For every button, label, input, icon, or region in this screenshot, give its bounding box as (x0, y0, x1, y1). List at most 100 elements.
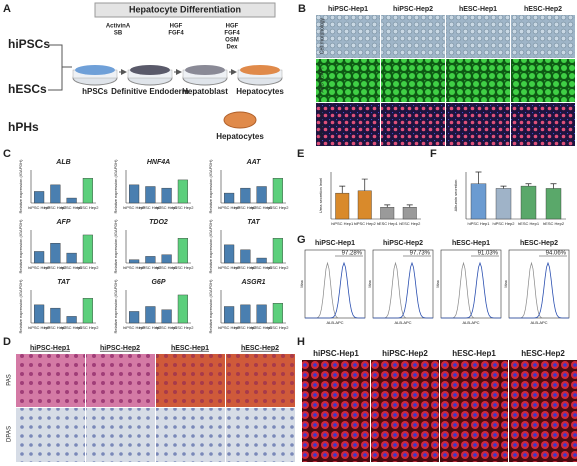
micrograph (511, 59, 575, 102)
label: hiPSC-Hep1 (315, 240, 355, 247)
label: Dex (226, 45, 238, 51)
micrograph (226, 408, 295, 462)
micrograph (381, 59, 445, 102)
label: 97.73% (410, 251, 431, 257)
label: hESC Hep2 (172, 265, 194, 270)
error-bar (475, 171, 482, 184)
label: hESC-Hep2 (241, 345, 279, 352)
micrograph (86, 408, 155, 462)
label: D (3, 336, 11, 348)
label: G6P (151, 279, 165, 286)
bar (240, 187, 251, 204)
label: hiPSC Hep1 (218, 265, 241, 270)
bar (470, 183, 487, 220)
label: hiPSC Hep2 (234, 265, 257, 270)
bar (520, 185, 537, 220)
bar (256, 186, 267, 204)
label: Max (367, 280, 372, 288)
label: hESC Hep1 (251, 205, 273, 210)
label: ALB / DAPI (319, 67, 325, 92)
bar (224, 192, 235, 204)
label: hESC Hep2 (77, 325, 99, 330)
micrograph (226, 354, 295, 407)
micrograph (381, 15, 445, 58)
label: hiPSC Hep1 (467, 221, 490, 226)
label: HGF (226, 24, 239, 30)
bar (66, 197, 77, 204)
label: Hepatocytes (216, 132, 264, 141)
label: hESCs (8, 82, 47, 96)
label: hESC Hep2 (172, 325, 194, 330)
header-box (94, 2, 276, 18)
bar (145, 256, 156, 264)
micrograph (509, 360, 577, 462)
label: E (297, 148, 304, 160)
bar (224, 244, 235, 264)
label: hiPSC-Hep2 (382, 349, 428, 358)
micrograph (16, 408, 85, 462)
label: hESC Hep2 (543, 221, 565, 226)
micrograph (156, 354, 225, 407)
label: OSM (225, 38, 239, 44)
label: hiPSC Hep1 (331, 221, 354, 226)
micrograph (446, 59, 510, 102)
label: ALB-APC (394, 320, 411, 325)
label: hESC-Hep1 (452, 240, 490, 247)
label: hiPSC Hep2 (44, 325, 67, 330)
bar (240, 304, 251, 324)
bar (224, 306, 235, 324)
label: A (3, 3, 11, 15)
label: ALB-APC (462, 320, 479, 325)
micrograph (156, 408, 225, 462)
micrograph (446, 15, 510, 58)
micrograph (440, 360, 508, 462)
micrograph (302, 360, 370, 462)
label: hiPSC Hep1 (123, 265, 146, 270)
label: hESC Hep1 (61, 325, 83, 330)
label: hiPSC Hep1 (123, 325, 146, 330)
label: ALB-APC (530, 320, 547, 325)
bar (66, 316, 77, 324)
label: PAS (7, 374, 13, 386)
bar (177, 294, 188, 324)
micrograph (371, 360, 439, 462)
label: Relative expression (/GAPDH) (113, 279, 118, 334)
label: Relative expression (/GAPDH) (208, 159, 213, 214)
bar (272, 303, 283, 324)
bar (82, 298, 93, 324)
label: hiPSC Hep2 (139, 325, 162, 330)
dish-cells (130, 65, 170, 75)
micrograph (86, 354, 155, 407)
label: hiPSC-Hep1 (30, 345, 70, 352)
bar (256, 257, 267, 264)
label: hESC Hep1 (251, 265, 273, 270)
bar (50, 307, 61, 324)
bar (495, 188, 512, 220)
bar (272, 238, 283, 264)
plot-frame (440, 249, 502, 319)
bar (177, 238, 188, 264)
label: hiPSC-Hep2 (100, 345, 140, 352)
label: Definitive Endoderm (111, 87, 189, 96)
label: 97.28% (342, 251, 363, 257)
label: Max (435, 280, 440, 288)
bar (50, 242, 61, 264)
bar (129, 259, 140, 264)
micrograph (511, 103, 575, 146)
plot-frame (304, 249, 366, 319)
bar (129, 311, 140, 324)
label: Relative expression (/GAPDH) (18, 219, 23, 274)
bar (335, 192, 350, 220)
label: hESC Hep1 (518, 221, 540, 226)
bar (272, 178, 283, 204)
bar (34, 304, 45, 324)
label: hESC Hep2 (172, 205, 194, 210)
plot-frame (372, 249, 434, 319)
bar (66, 252, 77, 264)
bar (145, 186, 156, 204)
control-curve (305, 261, 365, 319)
dish-cells (240, 65, 280, 75)
label: ALB-APC (326, 320, 343, 325)
label: Cell morphology (319, 17, 325, 54)
